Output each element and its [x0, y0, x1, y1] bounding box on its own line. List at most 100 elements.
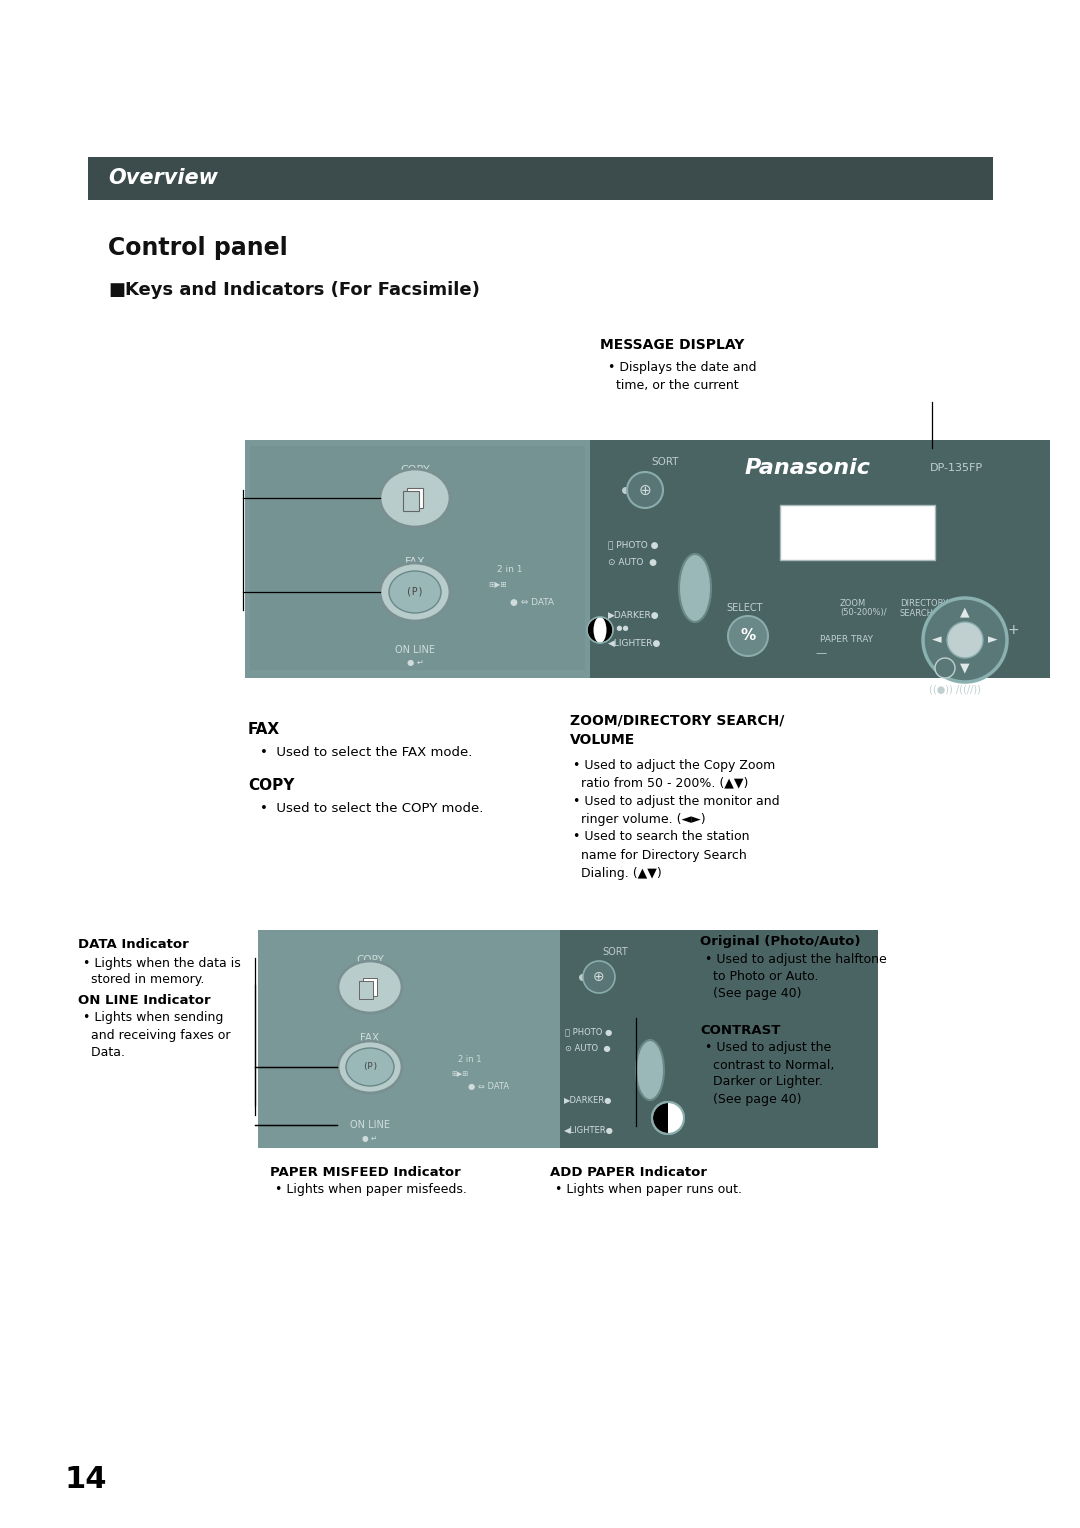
- Text: • Displays the date and: • Displays the date and: [608, 362, 756, 374]
- Text: DIRECTORY: DIRECTORY: [900, 599, 948, 608]
- Text: (50-200%)/: (50-200%)/: [840, 608, 887, 617]
- Text: +: +: [1008, 623, 1018, 637]
- Text: ● ⇔ DATA: ● ⇔ DATA: [510, 599, 554, 608]
- Text: ⊕: ⊕: [593, 970, 605, 984]
- Circle shape: [728, 616, 768, 656]
- Text: ⊕: ⊕: [638, 483, 651, 498]
- Bar: [87, 157, 993, 200]
- Text: • Lights when paper runs out.: • Lights when paper runs out.: [555, 1184, 742, 1196]
- Text: ZOOM: ZOOM: [840, 599, 866, 608]
- Text: • Lights when sending: • Lights when sending: [83, 1012, 224, 1024]
- Text: • Used to adjust the: • Used to adjust the: [705, 1042, 832, 1054]
- Text: CONTRAST: CONTRAST: [700, 1024, 781, 1036]
- Text: ADD PAPER Indicator: ADD PAPER Indicator: [550, 1166, 707, 1178]
- Circle shape: [627, 472, 663, 507]
- Text: FAX: FAX: [405, 558, 426, 567]
- Text: (See page 40): (See page 40): [705, 1093, 801, 1105]
- Text: 2 in 1: 2 in 1: [497, 565, 523, 575]
- Text: Panasonic: Panasonic: [745, 458, 870, 478]
- Ellipse shape: [380, 562, 450, 620]
- Text: (P): (P): [406, 587, 423, 597]
- Bar: [245, 440, 590, 678]
- Text: DATA Indicator: DATA Indicator: [78, 938, 189, 952]
- Circle shape: [652, 1102, 684, 1134]
- Bar: [258, 931, 561, 1148]
- Text: 🖼 PHOTO ●: 🖼 PHOTO ●: [565, 1027, 612, 1036]
- Text: ◄: ◄: [932, 634, 942, 646]
- Bar: [590, 440, 1050, 678]
- Text: • Used to adjust the halftone: • Used to adjust the halftone: [705, 953, 887, 967]
- Bar: [403, 490, 419, 510]
- Ellipse shape: [389, 571, 441, 613]
- Ellipse shape: [380, 469, 450, 527]
- Bar: [249, 446, 585, 669]
- Ellipse shape: [338, 1041, 402, 1093]
- Text: (See page 40): (See page 40): [705, 987, 801, 1001]
- Ellipse shape: [679, 555, 711, 622]
- Text: SEARCH: SEARCH: [900, 608, 934, 617]
- Text: • Lights when paper misfeeds.: • Lights when paper misfeeds.: [275, 1184, 467, 1196]
- Text: ⊙ AUTO  ●: ⊙ AUTO ●: [565, 1044, 610, 1053]
- Text: ⊞▶⊞: ⊞▶⊞: [451, 1071, 469, 1077]
- Text: Dialing. (▲▼): Dialing. (▲▼): [573, 866, 662, 880]
- Text: ▲: ▲: [960, 605, 970, 619]
- Text: DP-135FP: DP-135FP: [930, 463, 983, 474]
- Text: SELECT: SELECT: [727, 604, 764, 613]
- Text: Data.: Data.: [83, 1045, 125, 1059]
- Text: ◀LIGHTER●: ◀LIGHTER●: [564, 1126, 613, 1134]
- Circle shape: [923, 597, 1007, 681]
- Text: ZOOM/DIRECTORY SEARCH/: ZOOM/DIRECTORY SEARCH/: [570, 714, 784, 727]
- Text: ►: ►: [988, 634, 998, 646]
- Text: FAX: FAX: [361, 1033, 379, 1044]
- Text: ratio from 50 - 200%. (▲▼): ratio from 50 - 200%. (▲▼): [573, 776, 748, 790]
- Text: ◀LIGHTER●: ◀LIGHTER●: [608, 639, 661, 648]
- Text: ((●)) /((//)): ((●)) /((//)): [929, 685, 981, 695]
- Text: ▼: ▼: [960, 662, 970, 674]
- Circle shape: [935, 659, 955, 678]
- Text: Darker or Lighter.: Darker or Lighter.: [705, 1076, 823, 1088]
- Text: •  Used to select the FAX mode.: • Used to select the FAX mode.: [260, 747, 472, 759]
- Text: ON LINE: ON LINE: [395, 645, 435, 656]
- Bar: [363, 978, 377, 996]
- Text: Original (Photo/Auto): Original (Photo/Auto): [700, 935, 861, 949]
- Text: ON LINE Indicator: ON LINE Indicator: [78, 995, 211, 1007]
- Ellipse shape: [346, 1048, 394, 1086]
- Bar: [561, 931, 878, 1148]
- Text: (P): (P): [362, 1062, 378, 1071]
- Ellipse shape: [594, 617, 607, 643]
- Ellipse shape: [636, 1041, 664, 1100]
- Text: ▶DARKER●: ▶DARKER●: [608, 611, 660, 619]
- Text: time, or the current: time, or the current: [608, 379, 739, 393]
- Text: •  Used to select the COPY mode.: • Used to select the COPY mode.: [260, 802, 484, 814]
- Text: name for Directory Search: name for Directory Search: [573, 848, 746, 862]
- Text: ■: ■: [108, 281, 125, 299]
- Text: ⊙ AUTO  ●: ⊙ AUTO ●: [608, 558, 657, 567]
- Text: • Used to search the station: • Used to search the station: [573, 831, 750, 843]
- Text: PAPER MISFEED Indicator: PAPER MISFEED Indicator: [270, 1166, 461, 1178]
- Text: —: —: [815, 648, 826, 659]
- Text: Keys and Indicators (For Facsimile): Keys and Indicators (For Facsimile): [125, 281, 480, 299]
- Text: ● ●●: ● ●●: [608, 625, 629, 631]
- Text: ringer volume. (◄►): ringer volume. (◄►): [573, 813, 705, 825]
- Circle shape: [583, 961, 615, 993]
- Text: COPY: COPY: [356, 955, 383, 966]
- Text: COPY: COPY: [248, 778, 295, 793]
- Text: FAX: FAX: [248, 723, 280, 738]
- Text: PAPER TRAY: PAPER TRAY: [820, 636, 873, 645]
- Text: Overview: Overview: [108, 168, 218, 188]
- Text: • Lights when the data is: • Lights when the data is: [83, 957, 241, 969]
- Text: contrast to Normal,: contrast to Normal,: [705, 1059, 835, 1071]
- Ellipse shape: [338, 961, 402, 1013]
- Text: 14: 14: [65, 1465, 108, 1494]
- Wedge shape: [669, 1102, 684, 1134]
- Bar: [359, 981, 373, 999]
- Text: and receiving faxes or: and receiving faxes or: [83, 1028, 230, 1042]
- Text: ON LINE: ON LINE: [350, 1120, 390, 1131]
- Text: SORT: SORT: [603, 947, 627, 957]
- Text: ● ↵: ● ↵: [406, 659, 423, 668]
- Text: ● ⇔ DATA: ● ⇔ DATA: [468, 1082, 509, 1091]
- Bar: [407, 487, 423, 507]
- Text: 🖼 PHOTO ●: 🖼 PHOTO ●: [608, 541, 659, 550]
- Text: • Used to adjuct the Copy Zoom: • Used to adjuct the Copy Zoom: [573, 758, 775, 772]
- Text: to Photo or Auto.: to Photo or Auto.: [705, 970, 819, 984]
